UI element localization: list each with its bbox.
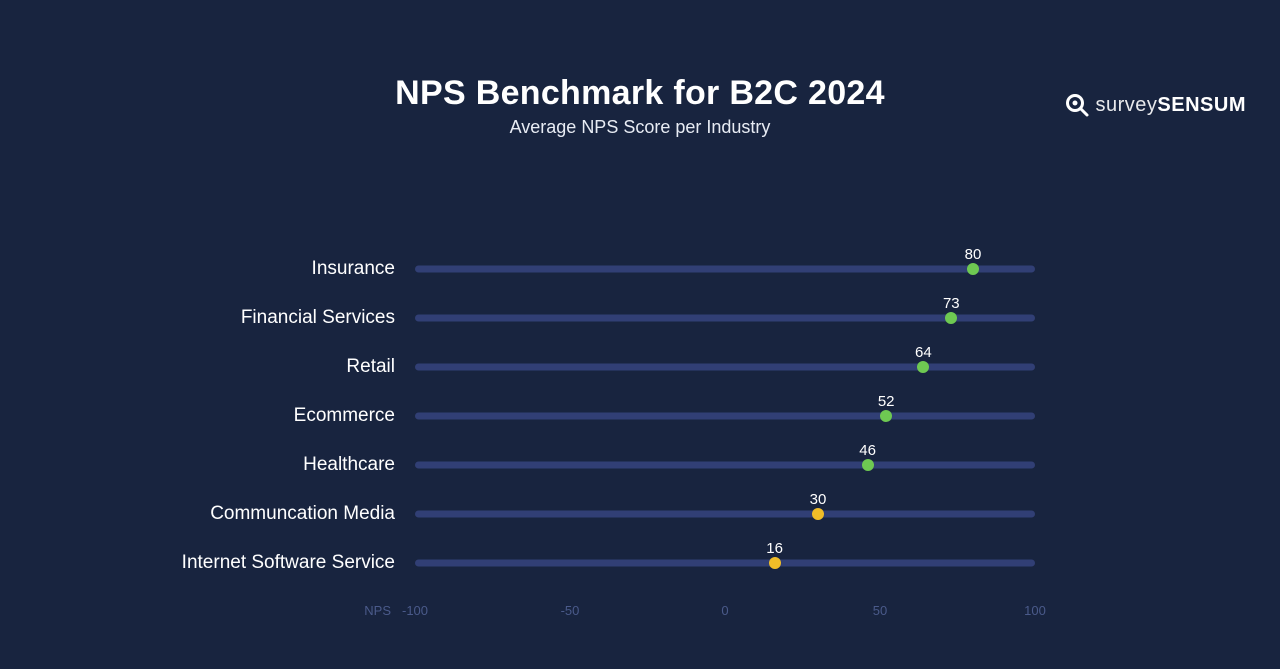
chart-row: Financial Services 73 xyxy=(0,293,1280,342)
data-point-value: 73 xyxy=(943,295,960,312)
chart-row: Internet Software Service 16 xyxy=(0,538,1280,587)
data-point-value: 64 xyxy=(915,344,932,361)
track: 30 xyxy=(415,489,1035,538)
data-point-dot xyxy=(812,508,824,520)
track: 16 xyxy=(415,538,1035,587)
track: 46 xyxy=(415,440,1035,489)
chart-subtitle: Average NPS Score per Industry xyxy=(0,117,1280,138)
data-point-value: 16 xyxy=(766,540,783,557)
data-point-value: 52 xyxy=(878,393,895,410)
axis-tick: 100 xyxy=(1024,603,1046,618)
data-point-dot xyxy=(880,410,892,422)
data-point-dot xyxy=(862,459,874,471)
category-label: Internet Software Service xyxy=(0,552,415,574)
axis-tick: 50 xyxy=(873,603,887,618)
chart-row: Retail 64 xyxy=(0,342,1280,391)
logo-icon xyxy=(1064,92,1090,118)
chart-axis: NPS -100-50050100 xyxy=(415,603,1035,627)
category-label: Retail xyxy=(0,356,415,378)
nps-chart: Insurance 80 Financial Services 73 Retail 64 E… xyxy=(0,244,1280,636)
chart-row: Ecommerce 52 xyxy=(0,391,1280,440)
axis-tick: 0 xyxy=(721,603,728,618)
chart-row: Communcation Media 30 xyxy=(0,489,1280,538)
axis-tick: -100 xyxy=(402,603,428,618)
track: 52 xyxy=(415,391,1035,440)
data-point-dot xyxy=(917,361,929,373)
axis-tick: -50 xyxy=(561,603,580,618)
category-label: Insurance xyxy=(0,258,415,280)
category-label: Financial Services xyxy=(0,307,415,329)
category-label: Healthcare xyxy=(0,454,415,476)
logo-text: surveySENSUM xyxy=(1096,94,1246,117)
data-point-value: 30 xyxy=(810,491,827,508)
data-point-value: 46 xyxy=(859,442,876,459)
data-point-dot xyxy=(945,312,957,324)
brand-logo: surveySENSUM xyxy=(1064,92,1246,118)
data-point-dot xyxy=(769,557,781,569)
track: 73 xyxy=(415,293,1035,342)
data-point-dot xyxy=(967,263,979,275)
chart-row: Healthcare 46 xyxy=(0,440,1280,489)
data-point-value: 80 xyxy=(965,246,982,263)
category-label: Communcation Media xyxy=(0,503,415,525)
category-label: Ecommerce xyxy=(0,405,415,427)
chart-row: Insurance 80 xyxy=(0,244,1280,293)
track: 64 xyxy=(415,342,1035,391)
track: 80 xyxy=(415,244,1035,293)
axis-title: NPS xyxy=(364,603,391,618)
